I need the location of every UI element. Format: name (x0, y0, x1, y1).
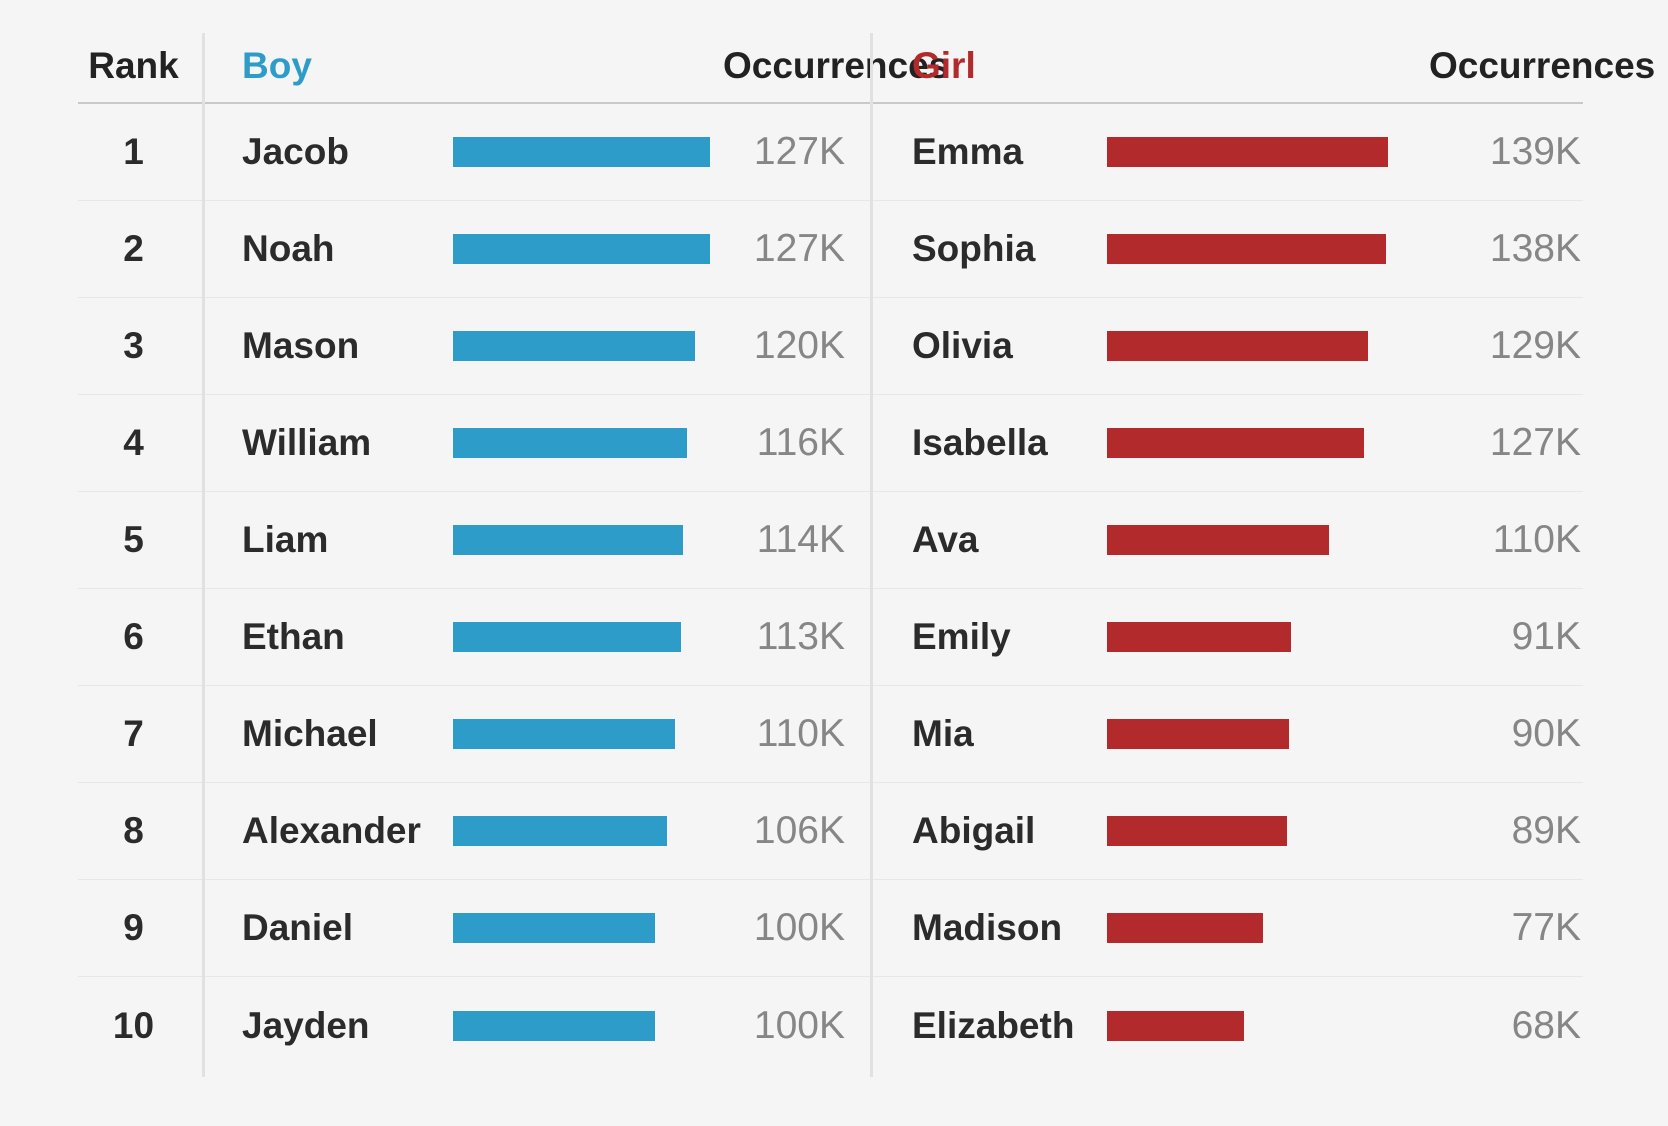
boy-name: Liam (242, 519, 329, 560)
table-row: 4 William 116K Isabella 127K (78, 395, 1583, 492)
girl-occurrences-value: 110K (1492, 518, 1581, 561)
girl-name: Abigail (912, 810, 1036, 851)
boy-girl-column-divider (870, 33, 873, 1077)
boy-bar (453, 816, 667, 846)
baby-names-table: Rank Boy Occurrences Girl Occurrences 1 … (78, 30, 1656, 1077)
rank-value: 10 (112, 1004, 155, 1046)
boy-occurrences-value: 100K (753, 1003, 845, 1047)
boy-occurrences-value: 100K (753, 906, 845, 949)
boy-bar (453, 525, 683, 555)
boy-bar (453, 428, 687, 458)
table-row: 6 Ethan 113K Emily 91K (78, 589, 1583, 686)
boy-occurrences-value: 127K (753, 130, 845, 173)
boy-occurrences-value: 114K (756, 518, 845, 561)
girl-occurrences-value: 91K (1511, 615, 1581, 658)
girl-name: Madison (912, 907, 1063, 948)
boy-name: Jacob (242, 131, 349, 172)
rank-value: 2 (123, 228, 144, 269)
boy-name: Daniel (242, 907, 354, 948)
girl-bar (1107, 234, 1386, 264)
boy-name: Michael (242, 713, 378, 754)
rank-value: 5 (123, 519, 144, 560)
boy-occurrences-value: 110K (756, 712, 845, 755)
girl-name: Emma (912, 131, 1024, 172)
girl-occurrences-value: 77K (1511, 906, 1581, 949)
rank-value: 8 (123, 810, 144, 851)
header-girl: Girl (912, 45, 976, 86)
girl-bar (1107, 719, 1289, 749)
header-rank: Rank (88, 45, 179, 86)
girl-bar (1107, 1010, 1244, 1041)
boy-name: William (242, 422, 372, 463)
rank-value: 1 (123, 131, 144, 172)
boy-bar (453, 1010, 655, 1041)
table-row: 3 Mason 120K Olivia 129K (78, 298, 1583, 395)
boy-occurrences-value: 127K (753, 227, 845, 270)
rank-column-divider (202, 33, 205, 1077)
boy-name: Mason (242, 325, 360, 366)
table-row: 10 Jayden 100K Elizabeth 68K (78, 977, 1583, 1074)
table-row: 5 Liam 114K Ava 110K (78, 492, 1583, 589)
rank-value: 6 (123, 616, 144, 657)
boy-bar (453, 137, 710, 167)
header-girl-occurrences: Occurrences (1429, 45, 1656, 86)
boy-occurrences-value: 120K (753, 324, 845, 367)
boy-name: Ethan (242, 616, 345, 657)
girl-name: Emily (912, 616, 1011, 657)
rank-value: 9 (123, 907, 144, 948)
girl-occurrences-value: 127K (1489, 421, 1581, 464)
girl-name: Mia (912, 713, 974, 754)
rank-value: 4 (123, 422, 144, 463)
girl-bar (1107, 428, 1364, 458)
girl-occurrences-value: 90K (1511, 712, 1581, 755)
boy-name: Noah (242, 228, 335, 269)
boy-bar (453, 622, 681, 652)
girl-bar (1107, 622, 1291, 652)
boy-occurrences-value: 106K (753, 809, 845, 852)
rank-value: 3 (123, 325, 144, 366)
girl-name: Elizabeth (912, 1004, 1075, 1046)
table-row: 2 Noah 127K Sophia 138K (78, 201, 1583, 298)
boy-bar (453, 331, 695, 361)
table-row: 7 Michael 110K Mia 90K (78, 686, 1583, 783)
girl-bar (1107, 137, 1388, 167)
rank-value: 7 (123, 713, 144, 754)
header-boy-occurrences: Occurrences (723, 45, 950, 86)
boy-bar (453, 719, 675, 749)
girl-name: Isabella (912, 422, 1048, 463)
girl-bar (1107, 525, 1329, 555)
boy-name: Jayden (242, 1004, 370, 1046)
table-header-row: Rank Boy Occurrences Girl Occurrences (78, 30, 1656, 104)
girl-occurrences-value: 139K (1489, 130, 1581, 173)
girl-name: Ava (912, 519, 979, 560)
girl-occurrences-value: 138K (1489, 227, 1581, 270)
boy-name: Alexander (242, 810, 421, 851)
girl-name: Olivia (912, 325, 1013, 366)
boy-bar (453, 234, 710, 264)
table-row: 8 Alexander 106K Abigail 89K (78, 783, 1583, 880)
girl-name: Sophia (912, 228, 1036, 269)
boy-occurrences-value: 116K (756, 421, 845, 464)
girl-occurrences-value: 129K (1489, 324, 1581, 367)
boy-occurrences-value: 113K (756, 615, 845, 658)
girl-bar (1107, 816, 1287, 846)
girl-bar (1107, 331, 1368, 361)
boy-bar (453, 913, 655, 943)
girl-occurrences-value: 89K (1511, 809, 1581, 852)
girl-bar (1107, 913, 1263, 943)
girl-occurrences-value: 68K (1511, 1003, 1581, 1047)
table-row: 9 Daniel 100K Madison 77K (78, 880, 1583, 977)
header-boy: Boy (242, 45, 312, 86)
table-row: 1 Jacob 127K Emma 139K (78, 104, 1583, 201)
